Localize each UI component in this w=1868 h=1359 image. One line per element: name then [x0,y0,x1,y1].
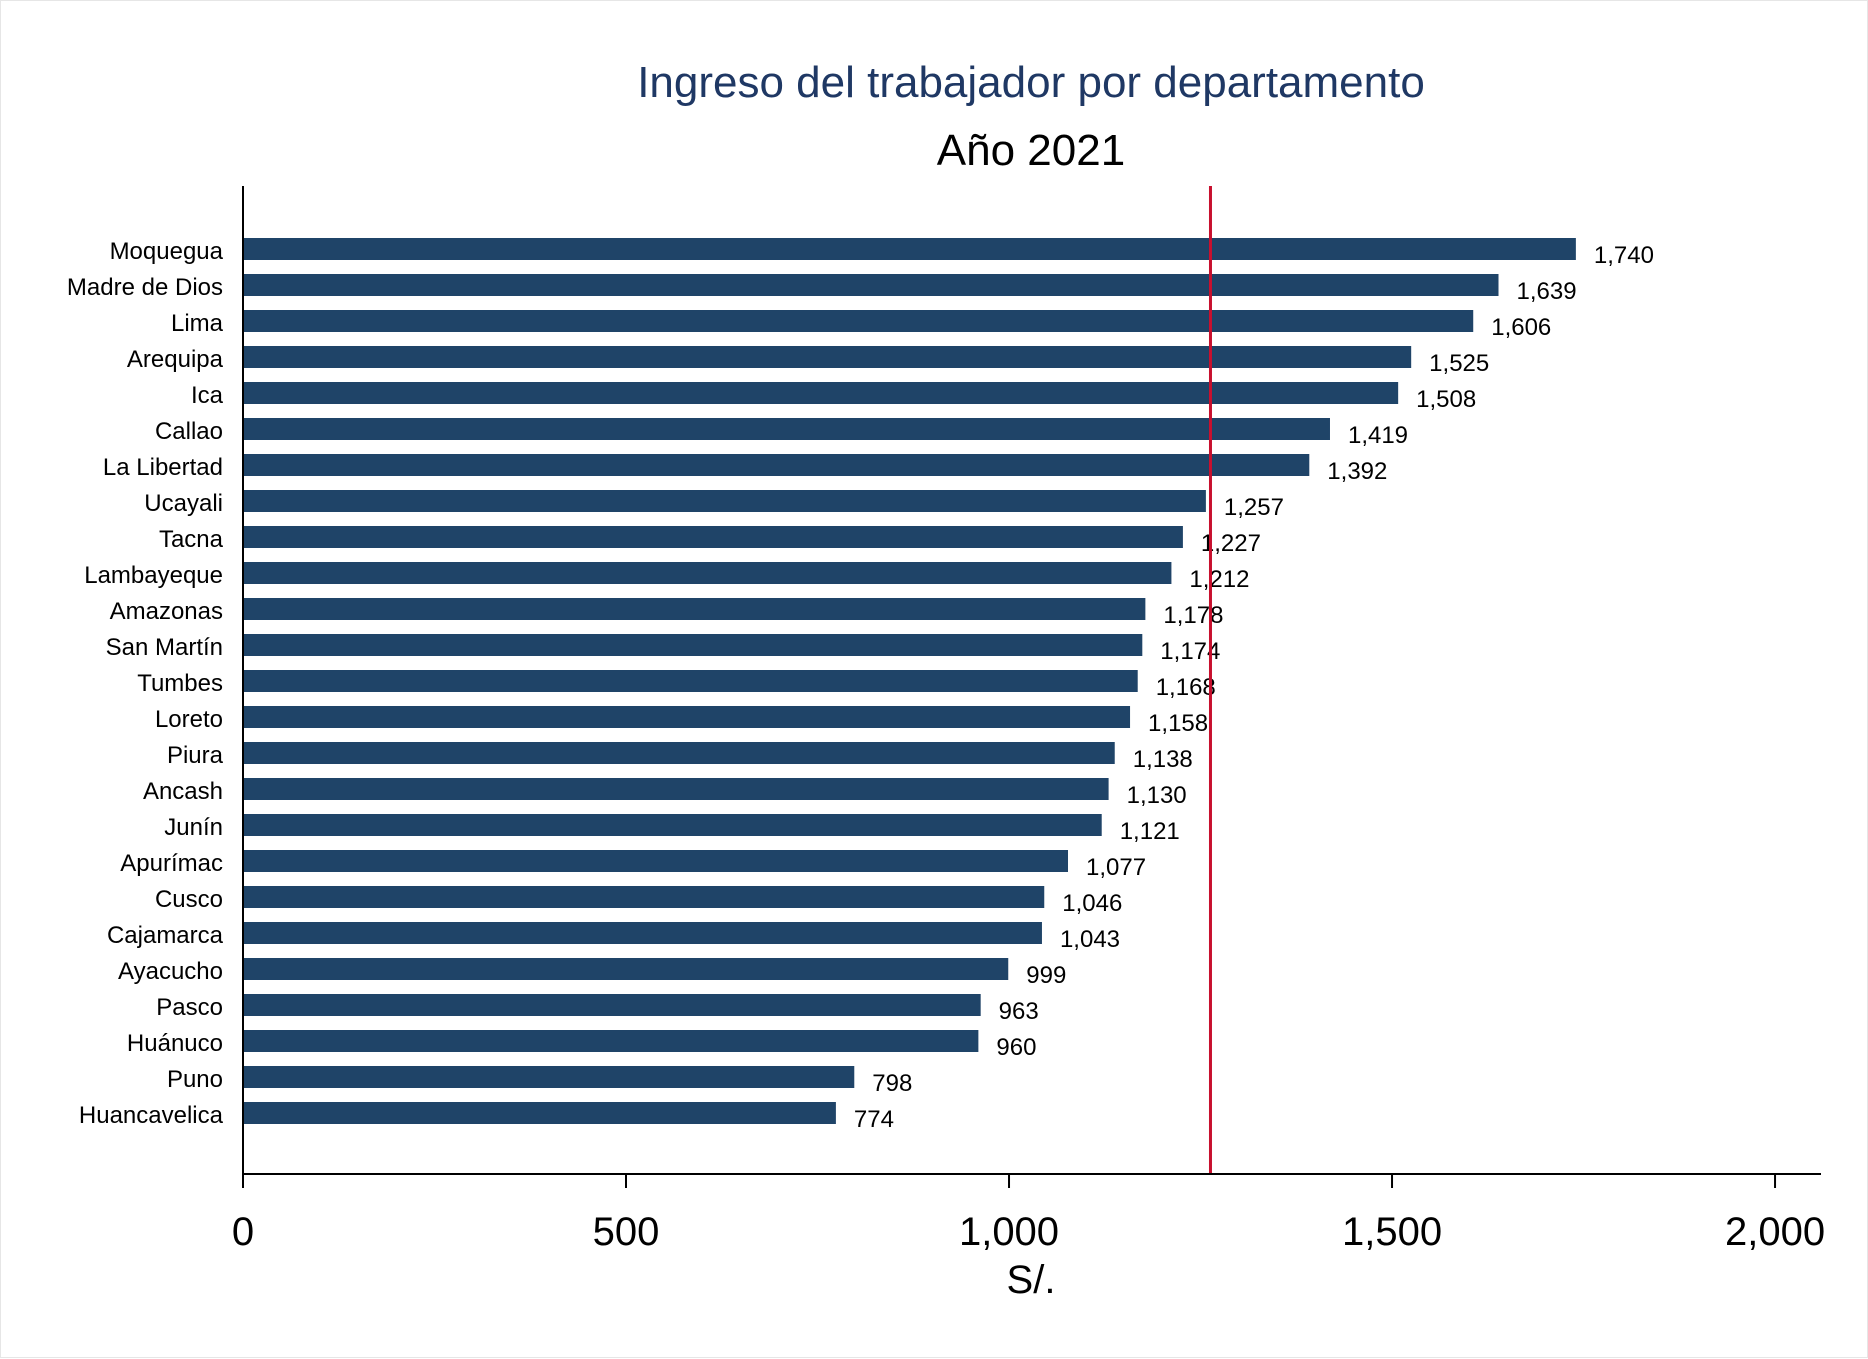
bar-0 [243,238,1576,260]
bar-17 [243,850,1069,872]
value-label-16: 1,121 [1120,818,1180,845]
chart-title: Ingreso del trabajador por departamento [637,58,1425,107]
value-label-7: 1,257 [1224,494,1284,521]
value-label-24: 774 [854,1106,894,1133]
category-label-11: San Martín [106,634,223,661]
category-labels-layer: Moquegua Madre de Dios Lima Arequipa Ica Call… [67,238,224,1129]
x-tick-label-3: 1,500 [1342,1210,1442,1254]
bar-16 [243,814,1102,836]
bar-19 [243,922,1042,944]
category-label-22: Huánuco [127,1030,223,1057]
category-label-23: Puno [167,1066,223,1093]
x-tick-label-0: 0 [232,1210,254,1254]
value-label-12: 1,168 [1156,674,1216,701]
category-label-0: Moquegua [110,238,224,265]
value-label-6: 1,392 [1327,458,1387,485]
bar-6 [243,454,1310,476]
category-label-8: Tacna [159,526,224,553]
category-label-1: Madre de Dios [67,274,223,301]
category-label-20: Ayacucho [118,958,223,985]
value-label-20: 999 [1026,962,1066,989]
x-tick-label-2: 1,000 [959,1210,1059,1254]
category-label-18: Cusco [155,886,223,913]
chart-subtitle: Año 2021 [937,126,1125,175]
category-label-5: Callao [155,418,223,445]
value-label-21: 963 [999,998,1039,1025]
bar-4 [243,382,1399,404]
value-label-22: 960 [996,1034,1036,1061]
bar-14 [243,742,1115,764]
bars-layer [243,238,1576,1124]
value-label-5: 1,419 [1348,422,1408,449]
bar-24 [243,1102,836,1124]
bar-8 [243,526,1183,548]
value-label-10: 1,178 [1163,602,1223,629]
category-label-13: Loreto [155,706,223,733]
category-label-12: Tumbes [137,670,223,697]
category-label-9: Lambayeque [84,562,223,589]
category-label-15: Ancash [143,778,223,805]
value-label-9: 1,212 [1189,566,1249,593]
x-tick-label-1: 500 [593,1210,660,1254]
bar-13 [243,706,1131,728]
value-label-17: 1,077 [1086,854,1146,881]
value-label-4: 1,508 [1416,386,1476,413]
bar-12 [243,670,1138,692]
value-label-23: 798 [872,1070,912,1097]
value-label-1: 1,639 [1517,278,1577,305]
bar-10 [243,598,1146,620]
value-label-15: 1,130 [1127,782,1187,809]
category-label-19: Cajamarca [107,922,224,949]
bar-5 [243,418,1330,440]
category-label-10: Amazonas [110,598,223,625]
value-label-3: 1,525 [1429,350,1489,377]
bar-11 [243,634,1143,656]
value-label-13: 1,158 [1148,710,1208,737]
bar-22 [243,1030,979,1052]
value-label-18: 1,046 [1062,890,1122,917]
bar-23 [243,1066,855,1088]
category-label-2: Lima [171,310,224,337]
category-label-17: Apurímac [120,850,223,877]
x-tick-label-4: 2,000 [1725,1210,1825,1254]
bar-20 [243,958,1009,980]
axes-layer: 0 500 1,000 1,500 2,000 [232,186,1825,1254]
category-label-24: Huancavelica [79,1102,224,1129]
value-label-0: 1,740 [1594,242,1654,269]
value-label-19: 1,043 [1060,926,1120,953]
bar-1 [243,274,1499,296]
category-label-16: Junín [164,814,223,841]
category-label-7: Ucayali [144,490,223,517]
bar-3 [243,346,1412,368]
category-label-6: La Libertad [103,454,223,481]
bar-18 [243,886,1045,908]
category-label-3: Arequipa [127,346,224,373]
category-label-14: Piura [167,742,224,769]
bar-21 [243,994,981,1016]
bar-2 [243,310,1474,332]
bar-15 [243,778,1109,800]
bar-7 [243,490,1206,512]
category-label-21: Pasco [156,994,223,1021]
value-label-2: 1,606 [1491,314,1551,341]
x-axis-title: S/. [1007,1258,1056,1302]
value-label-14: 1,138 [1133,746,1193,773]
category-label-4: Ica [191,382,224,409]
bar-9 [243,562,1172,584]
